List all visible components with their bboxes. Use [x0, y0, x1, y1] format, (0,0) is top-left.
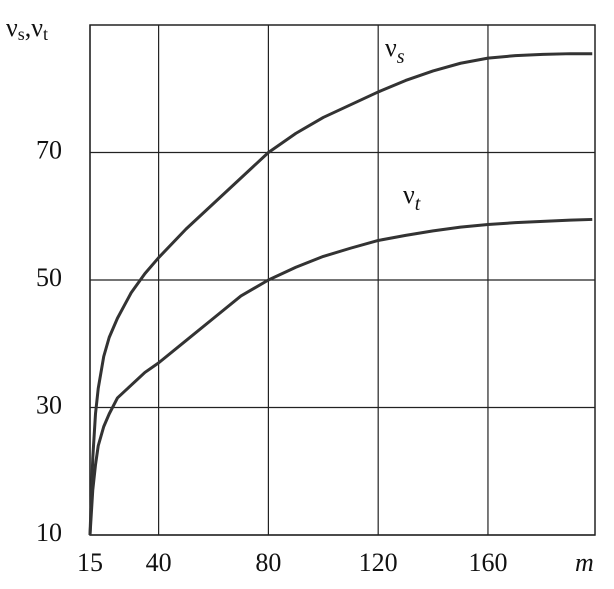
curve-label-symbol: ν [403, 180, 415, 209]
curve-label-sub: t [415, 193, 421, 215]
y-tick-label: 30 [36, 390, 62, 419]
x-tick-label: 15 [77, 548, 103, 577]
y-tick-label: 10 [36, 518, 62, 547]
line-series [88, 52, 593, 536]
y-label-sub: t [43, 24, 48, 44]
line-series [88, 217, 593, 536]
y-label-symbol: ν [6, 13, 18, 42]
curve-label: νt [403, 180, 421, 215]
y-label-sep: , [25, 13, 32, 42]
y-tick-label: 70 [36, 135, 62, 164]
x-tick-label: 40 [146, 548, 172, 577]
x-tick-label: 160 [468, 548, 507, 577]
x-tick-label: 80 [255, 548, 281, 577]
y-axis-label: νs,νt [6, 13, 48, 44]
curve-label: νs [385, 33, 405, 68]
curve-label-symbol: ν [385, 33, 397, 62]
y-tick-label: 50 [36, 263, 62, 292]
y-label-sub: s [18, 24, 25, 44]
curve-label-sub: s [397, 46, 405, 68]
y-label-symbol: ν [31, 13, 43, 42]
x-axis-label: m [575, 548, 594, 577]
x-tick-label: 120 [359, 548, 398, 577]
